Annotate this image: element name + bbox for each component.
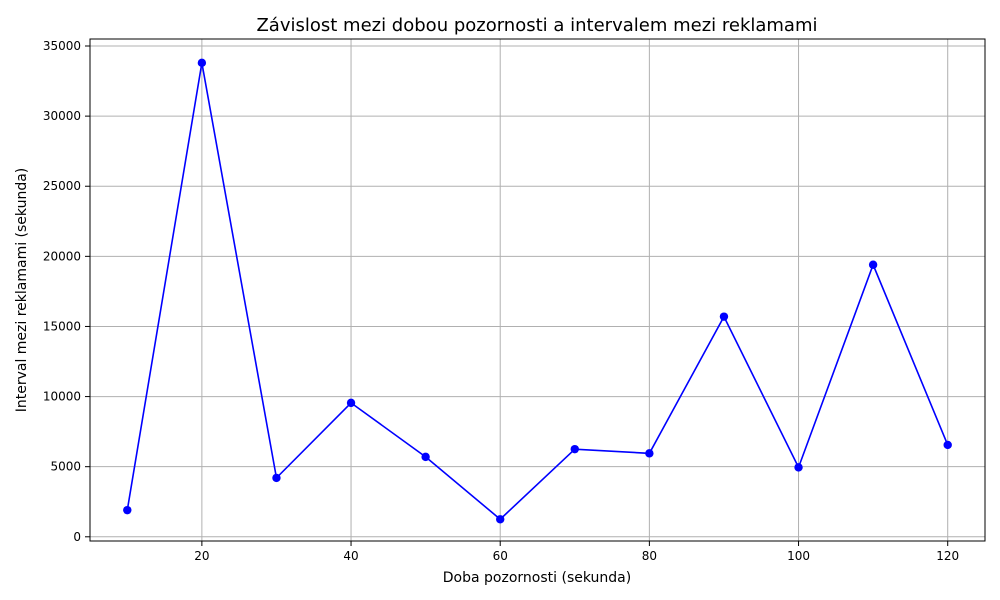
data-point	[272, 473, 281, 483]
y-axis-label: Interval mezi reklamami (sekunda)	[14, 168, 30, 413]
x-tick-label: 60	[493, 549, 508, 563]
chart-title: Závislost mezi dobou pozornosti a interv…	[256, 15, 817, 36]
data-point	[570, 444, 579, 454]
x-tick-label: 80	[642, 549, 657, 563]
plot-frame	[89, 38, 986, 542]
y-tick-label: 25000	[43, 179, 81, 193]
data-point	[645, 449, 654, 458]
x-tick-label: 20	[194, 549, 209, 563]
y-tick-label: 10000	[43, 390, 81, 404]
x-tick-label: 120	[936, 549, 959, 563]
y-tick-label: 15000	[43, 319, 81, 333]
axes: 20 40 60 80 100 120 0 5000 10000 15000 20000 25000 3…	[43, 38, 986, 563]
data-point	[496, 515, 505, 524]
series-line	[126, 62, 949, 521]
series-layer	[123, 58, 952, 524]
y-tick-label: 20000	[43, 249, 81, 263]
data-point	[421, 452, 430, 462]
y-tick-label: 5000	[50, 460, 81, 474]
data-point	[197, 58, 207, 68]
x-tick-label: 40	[343, 549, 358, 563]
data-point	[943, 440, 952, 450]
data-point	[868, 260, 878, 269]
data-point	[123, 505, 132, 515]
data-point	[794, 463, 803, 472]
y-tick-label: 30000	[43, 109, 81, 123]
data-point	[719, 312, 729, 321]
y-tick-label: 35000	[43, 39, 81, 53]
grid	[90, 39, 985, 541]
y-tick-label: 0	[73, 530, 81, 544]
data-point	[346, 398, 356, 408]
x-tick-label: 100	[787, 549, 810, 563]
x-axis-label: Doba pozornosti (sekunda)	[443, 570, 631, 586]
